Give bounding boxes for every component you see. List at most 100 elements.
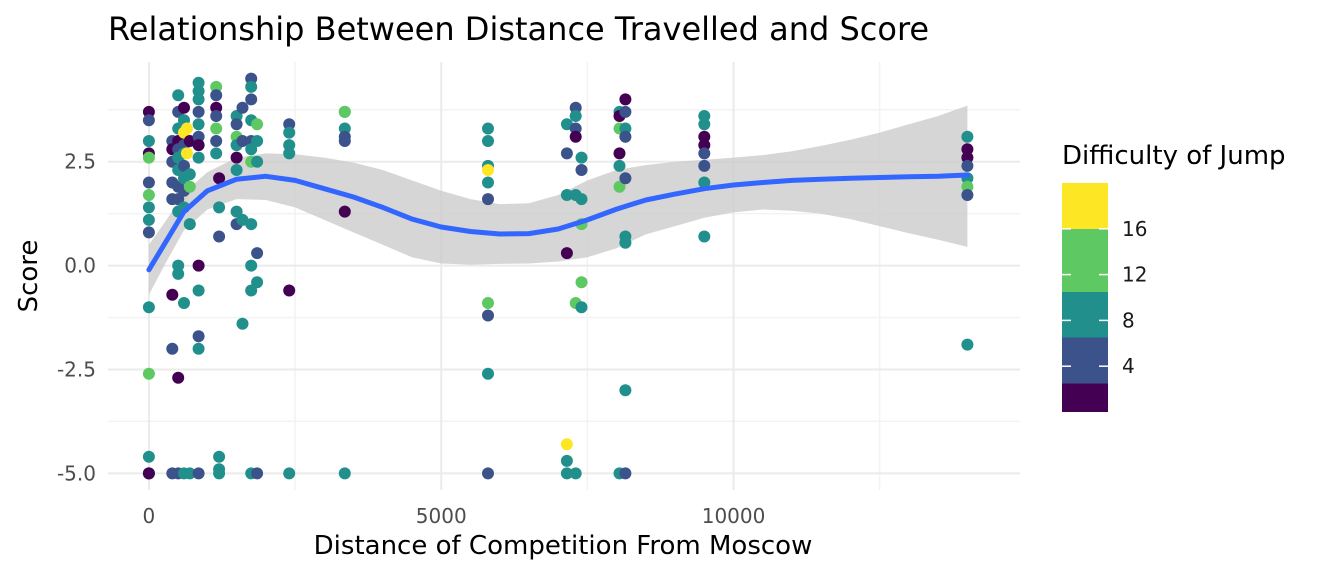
data-point (166, 342, 179, 355)
data-point (560, 147, 573, 160)
data-point (210, 110, 223, 122)
data-point (251, 276, 264, 289)
data-point (192, 118, 205, 131)
smooth-line (146, 172, 970, 273)
legend-ticks: 4 8 12 16 (1062, 217, 1147, 378)
data-point (192, 130, 205, 143)
data-point (178, 297, 190, 309)
data-point (560, 189, 573, 201)
data-point (338, 105, 351, 118)
data-point (192, 85, 205, 98)
data-point (575, 301, 588, 314)
data-point (575, 276, 588, 289)
data-point (283, 139, 296, 152)
data-point (613, 159, 626, 172)
color-legend: Difficulty of Jump 4 8 12 16 (1062, 141, 1286, 412)
data-point (698, 159, 711, 172)
data-point (482, 122, 494, 135)
data-point (482, 164, 494, 176)
data-point (142, 467, 155, 480)
y-tick-label: -5.0 (57, 461, 96, 485)
data-point (569, 110, 582, 122)
legend-tick-label: 12 (1122, 263, 1147, 287)
data-point (172, 267, 185, 280)
data-point (172, 89, 185, 102)
data-point (192, 105, 205, 118)
data-point (569, 467, 582, 480)
data-point (482, 367, 494, 380)
data-point (961, 159, 974, 172)
data-point (180, 147, 193, 160)
y-tick-label: 2.5 (64, 150, 96, 174)
data-point (245, 218, 258, 231)
data-point (210, 135, 223, 147)
x-tick-label: 5000 (416, 504, 467, 528)
data-point (210, 101, 223, 114)
data-point (192, 151, 205, 164)
data-point (172, 371, 185, 384)
data-point (142, 189, 155, 201)
x-axis-ticks: 0 5000 10000 (143, 504, 766, 528)
data-point (698, 230, 711, 243)
chart-title: Relationship Between Distance Travelled … (108, 10, 929, 48)
data-points (142, 72, 974, 480)
y-axis-ticks: -5.0 -2.5 0.0 2.5 (57, 150, 96, 486)
data-point (482, 309, 494, 322)
data-point (142, 213, 155, 226)
data-point (210, 147, 223, 160)
data-point (245, 93, 258, 106)
data-point (142, 114, 155, 127)
data-point (283, 147, 296, 160)
data-point (245, 143, 258, 156)
confidence-ribbon (148, 105, 968, 295)
data-point (961, 151, 974, 164)
data-point (192, 93, 205, 106)
data-point (619, 130, 632, 143)
data-point (213, 450, 226, 463)
data-point (142, 450, 155, 463)
x-tick-label: 10000 (702, 504, 766, 528)
data-point (213, 467, 226, 480)
data-point (575, 164, 588, 176)
y-tick-label: -2.5 (57, 357, 96, 381)
data-point (251, 135, 264, 147)
data-point (961, 130, 974, 143)
data-point (560, 247, 573, 260)
data-point (283, 126, 296, 139)
data-point (698, 139, 711, 152)
data-point (245, 80, 258, 93)
data-point (482, 193, 494, 206)
data-point (482, 176, 494, 189)
data-point (961, 338, 974, 351)
data-point (575, 151, 588, 164)
data-point (569, 122, 582, 135)
data-point (338, 122, 351, 135)
data-point (183, 218, 196, 231)
legend-tick-label: 4 (1122, 354, 1135, 378)
data-point (619, 122, 632, 135)
data-point (575, 193, 588, 206)
data-point (236, 135, 249, 147)
data-point (142, 176, 155, 189)
data-point (183, 168, 196, 181)
data-point (142, 201, 155, 214)
data-point (142, 135, 155, 147)
data-point (213, 172, 226, 185)
data-point (619, 384, 632, 397)
data-point (619, 467, 632, 480)
data-point (251, 118, 264, 131)
data-point (183, 180, 196, 193)
data-point (142, 301, 155, 314)
data-point (213, 230, 226, 243)
data-point (183, 467, 196, 480)
data-point (142, 151, 155, 164)
data-point (698, 147, 711, 160)
data-point (192, 259, 205, 272)
data-point (180, 122, 193, 135)
data-point (283, 284, 296, 297)
data-point (698, 110, 711, 122)
data-point (698, 118, 711, 131)
data-point (142, 367, 155, 380)
data-point (236, 317, 249, 330)
legend-tick-label: 16 (1122, 217, 1147, 241)
